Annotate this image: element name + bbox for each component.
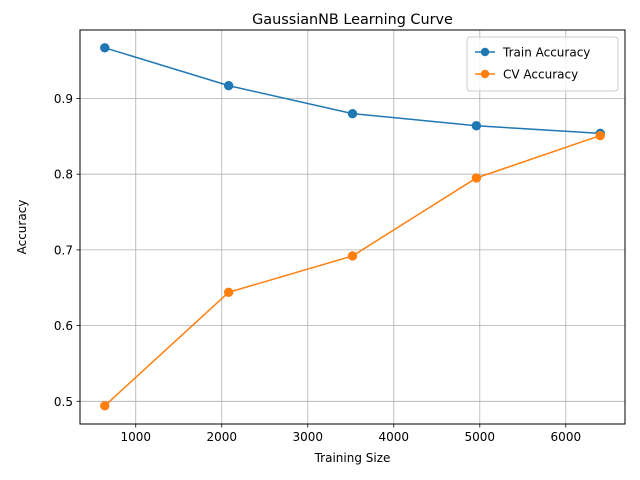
data-point (347, 251, 358, 261)
legend-item: CV Accuracy (475, 68, 578, 82)
data-point (223, 80, 234, 91)
y-tick-label: 0.6 (54, 319, 73, 333)
legend-item: Train Accuracy (475, 46, 590, 60)
y-axis-label: Accuracy (15, 200, 29, 255)
y-tick-label: 0.5 (54, 395, 73, 409)
x-tick-label: 3000 (292, 430, 323, 444)
data-point (595, 130, 605, 141)
x-tick-label: 6000 (551, 430, 582, 444)
grid (80, 30, 625, 424)
x-tick-label: 4000 (379, 430, 410, 444)
x-tick-label: 1000 (120, 430, 151, 444)
data-point (100, 43, 110, 53)
plot-frame (79, 29, 626, 425)
x-axis-label: Training Size (314, 451, 391, 465)
data-point (347, 108, 358, 119)
legend: Train Accuracy CV Accuracy (466, 36, 619, 92)
legend-swatch-marker (480, 47, 490, 57)
legend-label: CV Accuracy (503, 68, 578, 82)
x-tick-label: 5000 (465, 430, 496, 444)
y-tick-label: 0.9 (54, 92, 73, 106)
series-cv-accuracy (100, 130, 605, 411)
x-tick-label: 2000 (206, 430, 237, 444)
data-point (223, 287, 234, 297)
series-layer (100, 43, 605, 411)
y-tick-label: 0.8 (54, 168, 73, 182)
legend-label: Train Accuracy (502, 46, 590, 60)
y-tick-label: 0.7 (54, 243, 73, 257)
data-point (100, 401, 110, 411)
series-train-accuracy (100, 43, 605, 139)
data-point (471, 121, 482, 131)
ticks: 1000 2000 3000 4000 5000 6000 0.5 0.6 0.7 0.8 0.9 (54, 92, 581, 444)
data-point (471, 173, 482, 183)
legend-box (466, 36, 619, 92)
legend-swatch-marker (480, 69, 490, 79)
chart-title: GaussianNB Learning Curve (252, 12, 453, 28)
